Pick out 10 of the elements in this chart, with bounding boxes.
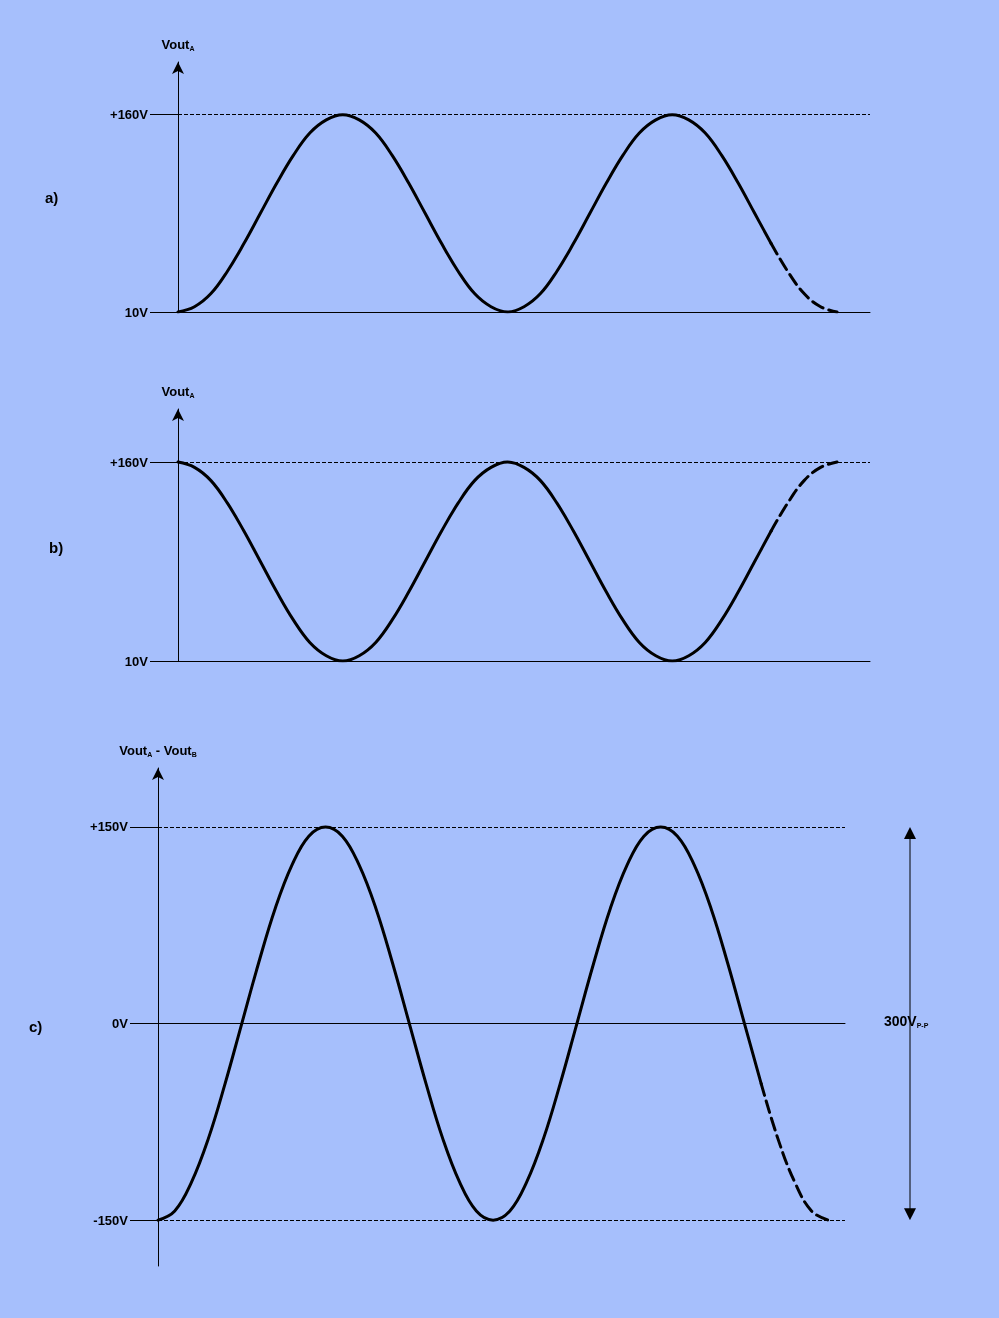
y-tick-label: +160V: [110, 107, 149, 123]
y-tick-label: 0V: [112, 1016, 129, 1032]
y-tick-label: +160V: [110, 454, 149, 470]
y-tick-label: -150V: [93, 1212, 129, 1228]
y-tick-label: 10V: [124, 653, 149, 669]
y-tick-label: +150V: [90, 819, 129, 835]
y-tick-label: 10V: [124, 304, 149, 320]
text: b): [49, 539, 64, 556]
text: c): [29, 1018, 43, 1035]
text: a): [45, 189, 59, 206]
